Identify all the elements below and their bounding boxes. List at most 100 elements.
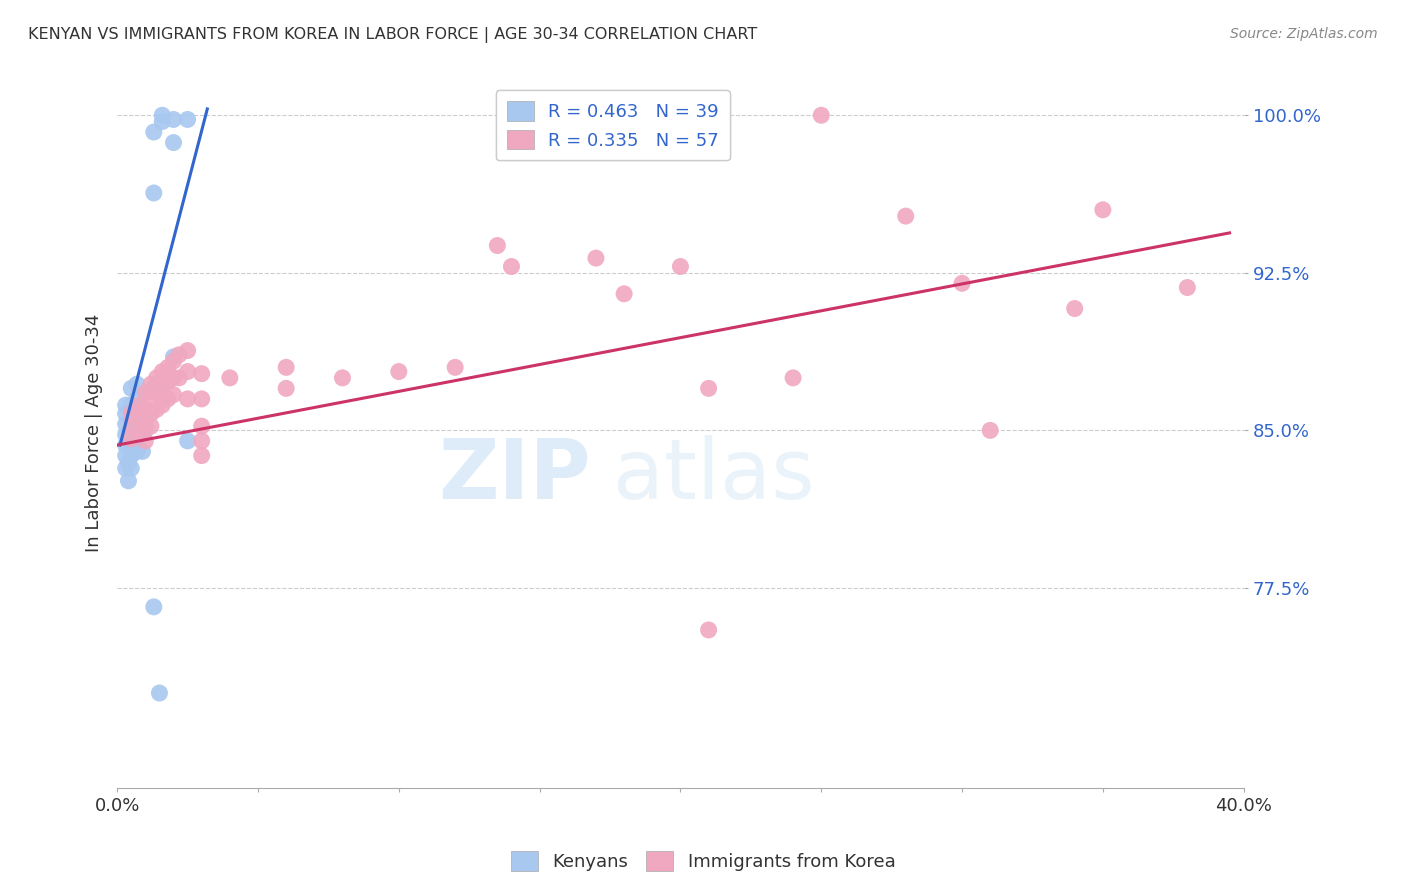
Point xyxy=(156,392,179,406)
Point xyxy=(162,136,184,150)
Legend: Kenyans, Immigrants from Korea: Kenyans, Immigrants from Korea xyxy=(503,844,903,879)
Point xyxy=(139,407,162,421)
Point xyxy=(114,438,136,452)
Point xyxy=(167,348,190,362)
Point xyxy=(134,385,156,400)
Point xyxy=(134,434,156,448)
Text: Source: ZipAtlas.com: Source: ZipAtlas.com xyxy=(1230,27,1378,41)
Y-axis label: In Labor Force | Age 30-34: In Labor Force | Age 30-34 xyxy=(86,313,103,551)
Point xyxy=(142,599,165,614)
Point xyxy=(128,410,150,425)
Point xyxy=(150,108,173,122)
Point xyxy=(114,407,136,421)
Point xyxy=(162,112,184,127)
Point xyxy=(613,286,636,301)
Point xyxy=(190,392,212,406)
Point xyxy=(176,365,198,379)
Point xyxy=(114,427,136,442)
Point xyxy=(114,398,136,412)
Point xyxy=(114,461,136,475)
Point xyxy=(162,350,184,364)
Point xyxy=(125,444,148,458)
Text: ZIP: ZIP xyxy=(437,434,591,516)
Point xyxy=(114,449,136,463)
Point xyxy=(190,419,212,434)
Text: KENYAN VS IMMIGRANTS FROM KOREA IN LABOR FORCE | AGE 30-34 CORRELATION CHART: KENYAN VS IMMIGRANTS FROM KOREA IN LABOR… xyxy=(28,27,758,43)
Point xyxy=(1063,301,1085,316)
Point xyxy=(145,402,167,417)
Point xyxy=(176,343,198,358)
Point xyxy=(142,186,165,200)
Point xyxy=(134,407,156,421)
Point xyxy=(167,371,190,385)
Point xyxy=(1175,280,1198,294)
Point xyxy=(190,367,212,381)
Point xyxy=(176,434,198,448)
Point xyxy=(148,686,170,700)
Point xyxy=(894,209,917,223)
Point xyxy=(950,277,973,291)
Point xyxy=(131,444,153,458)
Point xyxy=(979,423,1001,437)
Point xyxy=(501,260,523,274)
Point xyxy=(117,474,139,488)
Point xyxy=(134,419,156,434)
Point xyxy=(145,385,167,400)
Point xyxy=(782,371,804,385)
Point xyxy=(150,398,173,412)
Point xyxy=(145,371,167,385)
Point xyxy=(156,375,179,389)
Point xyxy=(134,385,156,400)
Point xyxy=(332,371,354,385)
Point xyxy=(120,381,142,395)
Point xyxy=(1091,202,1114,217)
Point xyxy=(125,407,148,421)
Point xyxy=(162,354,184,368)
Point xyxy=(120,398,142,412)
Point xyxy=(125,377,148,392)
Point xyxy=(120,419,142,434)
Point xyxy=(150,381,173,395)
Point xyxy=(120,413,142,427)
Point xyxy=(125,432,148,446)
Point xyxy=(190,434,212,448)
Point xyxy=(150,812,173,826)
Point xyxy=(139,419,162,434)
Point xyxy=(162,371,184,385)
Point xyxy=(120,449,142,463)
Point xyxy=(134,423,156,437)
Point xyxy=(114,417,136,431)
Point xyxy=(120,432,142,446)
Point xyxy=(134,402,156,417)
Point xyxy=(120,407,142,421)
Point xyxy=(162,387,184,401)
Point xyxy=(120,427,142,442)
Point xyxy=(120,461,142,475)
Point xyxy=(486,238,509,252)
Point xyxy=(125,392,148,406)
Point xyxy=(669,260,692,274)
Point xyxy=(128,427,150,442)
Point xyxy=(176,112,198,127)
Point xyxy=(190,449,212,463)
Point xyxy=(697,381,720,395)
Point xyxy=(276,360,298,375)
Point xyxy=(142,381,165,395)
Point xyxy=(120,438,142,452)
Point xyxy=(156,360,179,375)
Point xyxy=(117,455,139,469)
Point xyxy=(128,398,150,412)
Point xyxy=(276,381,298,395)
Point xyxy=(139,392,162,406)
Point xyxy=(218,371,240,385)
Point xyxy=(444,360,467,375)
Point xyxy=(388,365,411,379)
Point xyxy=(139,377,162,392)
Point xyxy=(585,251,607,265)
Point xyxy=(176,392,198,406)
Point xyxy=(142,125,165,139)
Point xyxy=(150,365,173,379)
Point xyxy=(150,114,173,128)
Point xyxy=(125,419,148,434)
Legend: R = 0.463   N = 39, R = 0.335   N = 57: R = 0.463 N = 39, R = 0.335 N = 57 xyxy=(496,90,730,161)
